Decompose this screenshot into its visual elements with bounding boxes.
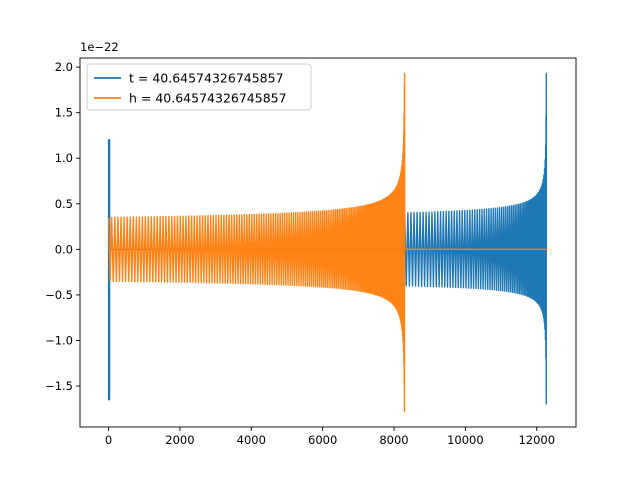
x-tick-label: 10000 — [447, 433, 484, 447]
plot-area — [80, 58, 576, 427]
y-tick-label: −0.5 — [45, 288, 73, 302]
y-tick-label: −1.0 — [45, 333, 73, 347]
x-tick-label: 0 — [105, 433, 112, 447]
legend-label: h = 40.64574326745857 — [129, 91, 287, 106]
series-layer — [107, 72, 548, 413]
legend-label: t = 40.64574326745857 — [129, 71, 284, 86]
axes-frame — [79, 57, 577, 428]
legend: t = 40.64574326745857 h = 40.645743267458… — [86, 63, 312, 111]
x-tick-label: 8000 — [379, 433, 408, 447]
axis-layer: 0 2000 4000 6000 8000 10000 12000 −1.5 −1.0 −0.5 0… — [45, 57, 577, 447]
x-tick-label: 12000 — [518, 433, 555, 447]
y-tick-label: 1.0 — [55, 151, 73, 165]
x-tick-label: 4000 — [237, 433, 266, 447]
y-tick-label: −1.5 — [45, 379, 73, 393]
x-tick-label: 2000 — [165, 433, 194, 447]
y-tick-label: 2.0 — [55, 60, 73, 74]
series-line-1 — [107, 72, 548, 413]
legend-box — [86, 63, 312, 111]
x-tick-label: 6000 — [308, 433, 337, 447]
y-tick-label: 0.0 — [55, 242, 73, 256]
y-offset-label: 1e−22 — [80, 40, 119, 54]
y-tick-label: 0.5 — [55, 197, 73, 211]
y-tick-label: 1.5 — [55, 106, 73, 120]
